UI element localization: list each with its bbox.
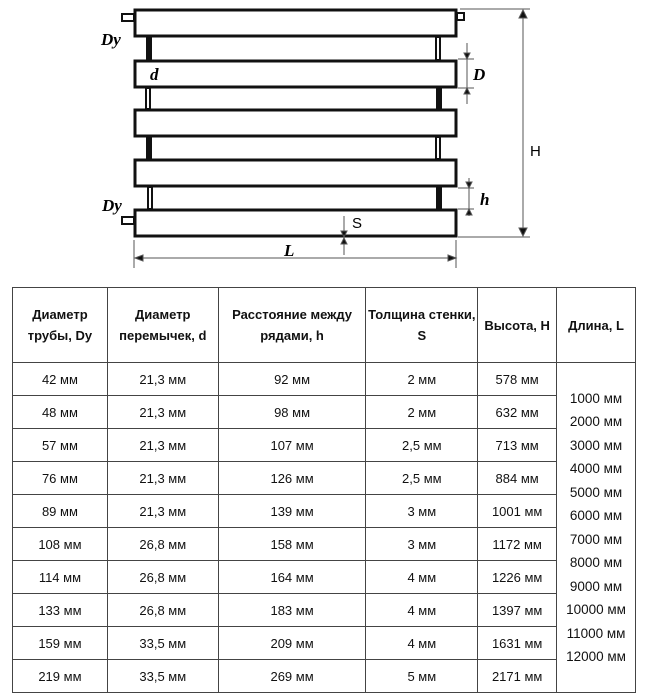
cell-height: 1172 мм bbox=[477, 527, 558, 561]
cell-height: 632 мм bbox=[477, 395, 558, 429]
cell-dy: 76 мм bbox=[12, 461, 108, 495]
cell-s: 2,5 мм bbox=[365, 461, 479, 495]
outlet-nozzle bbox=[121, 216, 135, 225]
length-option: 2000 мм bbox=[569, 414, 623, 429]
cell-d: 21,3 мм bbox=[106, 362, 219, 396]
cell-s: 4 мм bbox=[365, 593, 479, 627]
table-row: 76 мм 21,3 мм 126 мм 2,5 мм 884 мм bbox=[12, 461, 636, 495]
length-option: 1000 мм bbox=[569, 390, 623, 406]
table-row: 133 мм 26,8 мм 183 мм 4 мм 1397 мм bbox=[12, 593, 636, 627]
pipe bbox=[133, 8, 458, 38]
label-h: h bbox=[480, 190, 489, 209]
outlet-nozzle-top bbox=[456, 12, 465, 21]
cell-height: 1631 мм bbox=[477, 626, 558, 660]
length-option: 10000 мм bbox=[566, 602, 626, 617]
cell-d: 33,5 мм bbox=[106, 626, 219, 660]
header-height: Высота, H bbox=[477, 287, 558, 363]
table-header-row: Диаметр трубы, Dy Диаметр перемычек, d Р… bbox=[12, 287, 636, 363]
table-row: 108 мм 26,8 мм 158 мм 3 мм 1172 мм bbox=[12, 527, 636, 561]
table-row: 57 мм 21,3 мм 107 мм 2,5 мм 713 мм bbox=[12, 428, 636, 462]
length-option: 12000 мм bbox=[566, 649, 626, 664]
specs-table: Диаметр трубы, Dy Диаметр перемычек, d Р… bbox=[12, 287, 636, 693]
cell-d: 26,8 мм bbox=[106, 593, 219, 627]
cell-s: 2 мм bbox=[365, 395, 479, 429]
cell-dy: 57 мм bbox=[12, 428, 108, 462]
cell-d: 26,8 мм bbox=[106, 560, 219, 594]
cell-h: 126 мм bbox=[217, 461, 367, 495]
cell-d: 21,3 мм bbox=[106, 395, 219, 429]
length-option: 5000 мм bbox=[569, 484, 623, 500]
cell-dy: 219 мм bbox=[12, 659, 108, 693]
label-S: S bbox=[352, 215, 362, 232]
table-row: 159 мм 33,5 мм 209 мм 4 мм 1631 мм bbox=[12, 626, 636, 660]
cell-dy: 114 мм bbox=[12, 560, 108, 594]
cell-d: 21,3 мм bbox=[106, 494, 219, 528]
cell-dy: 48 мм bbox=[12, 395, 108, 429]
label-d: d bbox=[150, 65, 159, 84]
jumpers bbox=[145, 36, 442, 210]
cell-h: 107 мм bbox=[217, 428, 367, 462]
cell-dy: 42 мм bbox=[12, 362, 108, 396]
cell-dy: 133 мм bbox=[12, 593, 108, 627]
cell-h: 183 мм bbox=[217, 593, 367, 627]
cell-s: 2,5 мм bbox=[365, 428, 479, 462]
pipe bbox=[133, 208, 458, 238]
pipe bbox=[133, 158, 458, 188]
length-option: 3000 мм bbox=[569, 437, 623, 453]
cell-d: 33,5 мм bbox=[106, 659, 219, 693]
table-row: 89 мм 21,3 мм 139 мм 3 мм 1001 мм bbox=[12, 494, 636, 528]
label-L: L bbox=[283, 241, 294, 260]
table-row: 48 мм 21,3 мм 98 мм 2 мм 632 мм bbox=[12, 395, 636, 429]
table-row: 114 мм 26,8 мм 164 мм 4 мм 1226 мм bbox=[12, 560, 636, 594]
cell-h: 158 мм bbox=[217, 527, 367, 561]
cell-s: 3 мм bbox=[365, 494, 479, 528]
cell-s: 2 мм bbox=[365, 362, 479, 396]
cell-height: 1226 мм bbox=[477, 560, 558, 594]
cell-s: 4 мм bbox=[365, 626, 479, 660]
cell-height: 884 мм bbox=[477, 461, 558, 495]
radiator-diagram: Dy d D H h Dy S L bbox=[100, 8, 541, 268]
pipe bbox=[133, 108, 458, 138]
cell-s: 4 мм bbox=[365, 560, 479, 594]
cell-d: 21,3 мм bbox=[106, 428, 219, 462]
header-s: Толщина стенки, S bbox=[365, 287, 479, 363]
cell-dy: 89 мм bbox=[12, 494, 108, 528]
cell-h: 92 мм bbox=[217, 362, 367, 396]
header-h: Расстояние между рядами, h bbox=[217, 287, 367, 363]
cell-height: 1001 мм bbox=[477, 494, 558, 528]
table-row: 219 мм 33,5 мм 269 мм 5 мм 2171 мм bbox=[12, 659, 636, 693]
header-dy: Диаметр трубы, Dy bbox=[12, 287, 108, 363]
label-H: H bbox=[530, 143, 541, 160]
label-dy-top: Dy bbox=[100, 30, 121, 49]
length-option: 7000 мм bbox=[569, 531, 623, 547]
cell-height: 1397 мм bbox=[477, 593, 558, 627]
cell-h: 209 мм bbox=[217, 626, 367, 660]
cell-s: 3 мм bbox=[365, 527, 479, 561]
cell-height: 713 мм bbox=[477, 428, 558, 462]
cell-dy: 159 мм bbox=[12, 626, 108, 660]
length-option: 8000 мм bbox=[569, 555, 623, 570]
header-length: Длина, L bbox=[556, 287, 636, 363]
label-dy-bottom: Dy bbox=[101, 196, 122, 215]
cell-dy: 108 мм bbox=[12, 527, 108, 561]
header-d: Диаметр перемычек, d bbox=[106, 287, 219, 363]
length-option: 9000 мм bbox=[569, 578, 623, 594]
cell-h: 269 мм bbox=[217, 659, 367, 693]
length-option: 4000 мм bbox=[569, 461, 623, 476]
cell-lengths: 1000 мм 2000 мм 3000 мм 4000 мм 5000 мм 6000 … bbox=[556, 362, 636, 693]
table-row: 42 мм 21,3 мм 92 мм 2 мм 578 мм 1000 мм 2000 м… bbox=[12, 362, 636, 693]
cell-h: 164 мм bbox=[217, 560, 367, 594]
cell-h: 98 мм bbox=[217, 395, 367, 429]
cell-d: 21,3 мм bbox=[106, 461, 219, 495]
pipe bbox=[133, 59, 458, 89]
cell-height: 2171 мм bbox=[477, 659, 558, 693]
length-option: 6000 мм bbox=[569, 508, 623, 523]
cell-d: 26,8 мм bbox=[106, 527, 219, 561]
cell-h: 139 мм bbox=[217, 494, 367, 528]
inlet-nozzle bbox=[121, 13, 135, 22]
cell-height: 578 мм bbox=[477, 362, 558, 396]
length-option: 11000 мм bbox=[566, 625, 626, 641]
label-D: D bbox=[472, 65, 485, 84]
cell-s: 5 мм bbox=[365, 659, 479, 693]
